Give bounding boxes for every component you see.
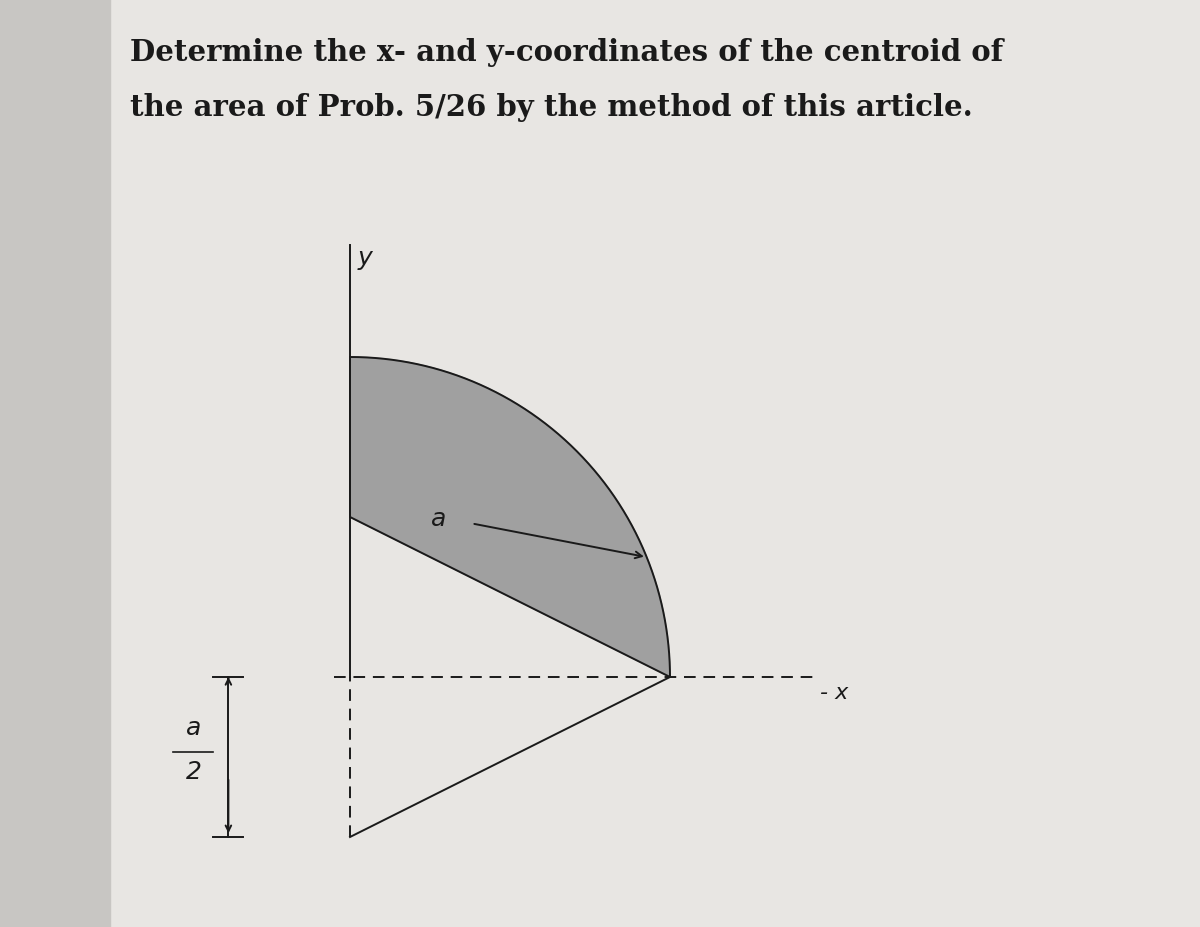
Text: a: a: [186, 716, 202, 739]
Text: a: a: [431, 507, 446, 531]
Bar: [0, 0, 110, 927]
Text: 2: 2: [186, 759, 202, 783]
Text: the area of Prob. 5/26 by the method of this article.: the area of Prob. 5/26 by the method of …: [130, 93, 973, 121]
Polygon shape: [350, 358, 670, 678]
Text: Determine the x- and y-coordinates of the centroid of: Determine the x- and y-coordinates of th…: [130, 38, 1003, 67]
Text: - x: - x: [821, 682, 848, 703]
Text: y: y: [358, 246, 373, 270]
